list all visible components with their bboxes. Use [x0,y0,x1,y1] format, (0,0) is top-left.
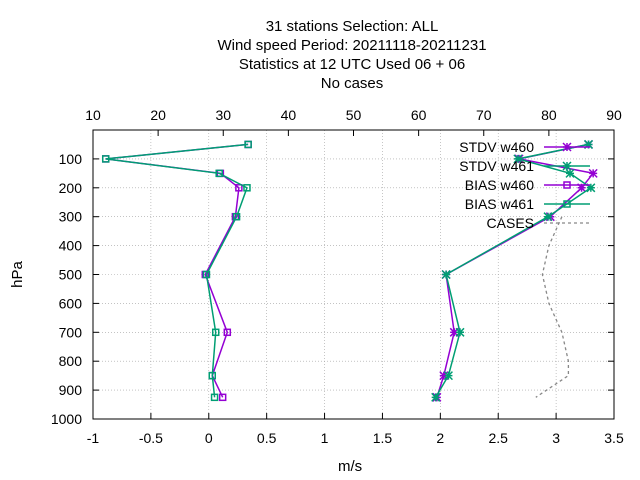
series-cases [535,216,570,398]
series-line [535,216,570,398]
data-point [565,168,575,178]
x2-tick-label: 40 [281,107,297,123]
data-point [588,168,598,178]
title-line: Wind speed Period: 20211118-20211231 [217,37,487,54]
data-point [583,139,594,149]
series-line [105,143,249,398]
y-tick-label: 400 [59,238,83,254]
y-tick-label: 800 [59,353,83,369]
data-point [208,371,217,380]
legend-marker [562,161,572,171]
legend-label: BIAS w461 [465,196,534,212]
data-point [441,269,451,280]
x-tick-label: 2 [436,430,444,446]
x-tick-label: 1 [321,430,329,446]
data-point [235,184,243,192]
legend-marker [563,181,571,189]
y-axis-label: hPa [8,261,26,288]
data-point [232,212,241,221]
data-point [577,183,587,193]
data-point [586,183,596,193]
data-point [215,169,223,178]
axes: -1 -0.5 0 0.5 1 1.5 2 2.5 3 3.5 10 20 30 40 50 60 70 80 90… [51,107,624,446]
y-tick-label: 1000 [51,411,82,427]
x2-tick-label: 90 [606,107,622,123]
series-stdv-w461 [431,139,596,402]
title-line: No cases [320,75,384,92]
x-tick-label: 0 [205,430,213,446]
x2-tick-label: 80 [541,107,557,123]
data-point [210,393,219,402]
y-tick-label: 300 [59,209,83,225]
legend-label: STDV w460 [459,139,534,155]
x-tick-label: 0.5 [257,430,277,446]
legend: STDV w460 STDV w461 BIAS w460 BIAS w461 CASE… [459,139,590,231]
legend-marker [563,200,571,208]
y-tick-label: 900 [59,382,83,398]
legend-label: STDV w461 [459,158,534,174]
x-tick-label: -0.5 [139,430,163,446]
data-point [223,328,232,337]
x-tick-label: 2.5 [488,430,508,446]
x2-tick-label: 50 [346,107,362,123]
y-tick-label: 100 [59,151,83,167]
y-tick-label: 500 [59,267,83,283]
x-tick-label: 3.5 [604,430,624,446]
y-tick-label: 700 [59,324,83,340]
data-point [449,327,459,337]
title-line: 31 stations Selection: ALL [265,18,439,35]
data-point [443,371,453,381]
legend-label: BIAS w460 [465,177,534,193]
data-point [431,392,441,402]
x-tick-label: 1.5 [373,430,393,446]
x-tick-label: 3 [552,430,560,446]
x2-tick-label: 30 [215,107,231,123]
data-point [513,154,523,164]
series-layer [101,139,598,402]
data-point [211,328,220,337]
data-point [218,393,227,402]
data-point [439,371,449,381]
grid [93,130,614,419]
y-tick-label: 200 [59,180,83,196]
series-bias-w461 [101,140,252,402]
legend-label: CASES [487,215,534,231]
data-point [455,327,465,337]
data-point [243,184,251,192]
x2-tick-label: 60 [411,107,427,123]
data-point [101,155,110,163]
x-tick-label: -1 [87,430,100,446]
x2-tick-label: 20 [150,107,166,123]
x2-tick-label: 70 [476,107,492,123]
data-point [543,212,553,222]
legend-marker [562,142,572,152]
data-point [244,140,252,149]
x-axis-label: m/s [338,458,363,475]
data-point [202,270,211,279]
title-line: Statistics at 12 UTC Used 06 + 06 [238,56,466,73]
x2-tick-label: 10 [85,107,101,123]
series-line [105,143,249,398]
y-tick-label: 600 [59,295,83,311]
